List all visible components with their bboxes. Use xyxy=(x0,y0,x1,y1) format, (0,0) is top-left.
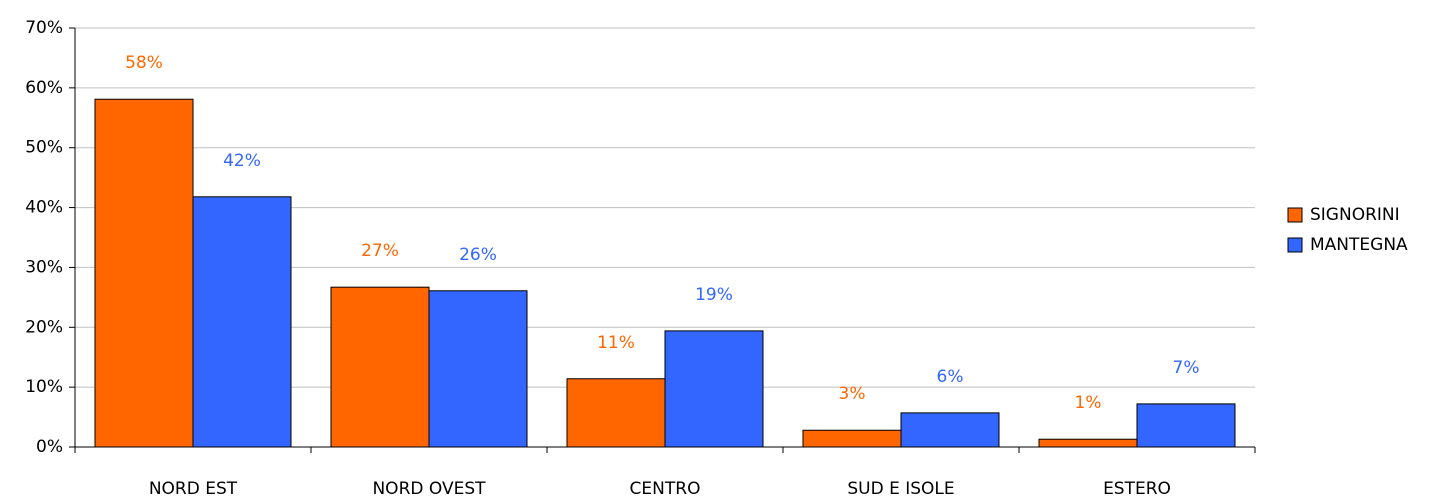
data-label: 3% xyxy=(839,384,866,404)
data-label: 7% xyxy=(1173,358,1200,378)
data-label: 58% xyxy=(125,53,163,73)
bar xyxy=(330,286,430,448)
bar xyxy=(900,412,1000,448)
data-label: 26% xyxy=(459,245,497,265)
data-label: 42% xyxy=(223,151,261,171)
bar xyxy=(566,378,666,448)
data-label: 6% xyxy=(937,367,964,387)
y-tick-label: 40% xyxy=(25,198,63,218)
x-tick-label: NORD OVEST xyxy=(372,479,486,497)
x-tick-label: SUD E ISOLE xyxy=(847,479,954,497)
y-tick-label: 0% xyxy=(36,437,63,457)
x-tick-label: ESTERO xyxy=(1103,479,1171,497)
bar xyxy=(192,196,292,448)
x-tick-label: CENTRO xyxy=(630,479,701,497)
bar xyxy=(1136,403,1236,448)
y-tick-label: 70% xyxy=(25,18,63,38)
bar xyxy=(428,290,528,448)
legend-swatch xyxy=(1287,237,1303,253)
data-label: 19% xyxy=(695,285,733,305)
y-tick-label: 20% xyxy=(25,317,63,337)
y-tick-label: 50% xyxy=(25,138,63,158)
data-label: 11% xyxy=(597,333,635,353)
bar xyxy=(802,429,902,448)
legend-label: MANTEGNA xyxy=(1310,235,1408,255)
bar xyxy=(94,98,194,448)
bar xyxy=(664,330,764,448)
x-tick-label: NORD EST xyxy=(149,479,238,497)
data-label: 1% xyxy=(1075,393,1102,413)
data-label: 27% xyxy=(361,241,399,261)
bar xyxy=(1038,438,1138,448)
y-tick-label: 10% xyxy=(25,377,63,397)
legend-label: SIGNORINI xyxy=(1310,205,1400,225)
y-tick-label: 30% xyxy=(25,257,63,277)
legend-swatch xyxy=(1287,207,1303,223)
y-tick-label: 60% xyxy=(25,78,63,98)
